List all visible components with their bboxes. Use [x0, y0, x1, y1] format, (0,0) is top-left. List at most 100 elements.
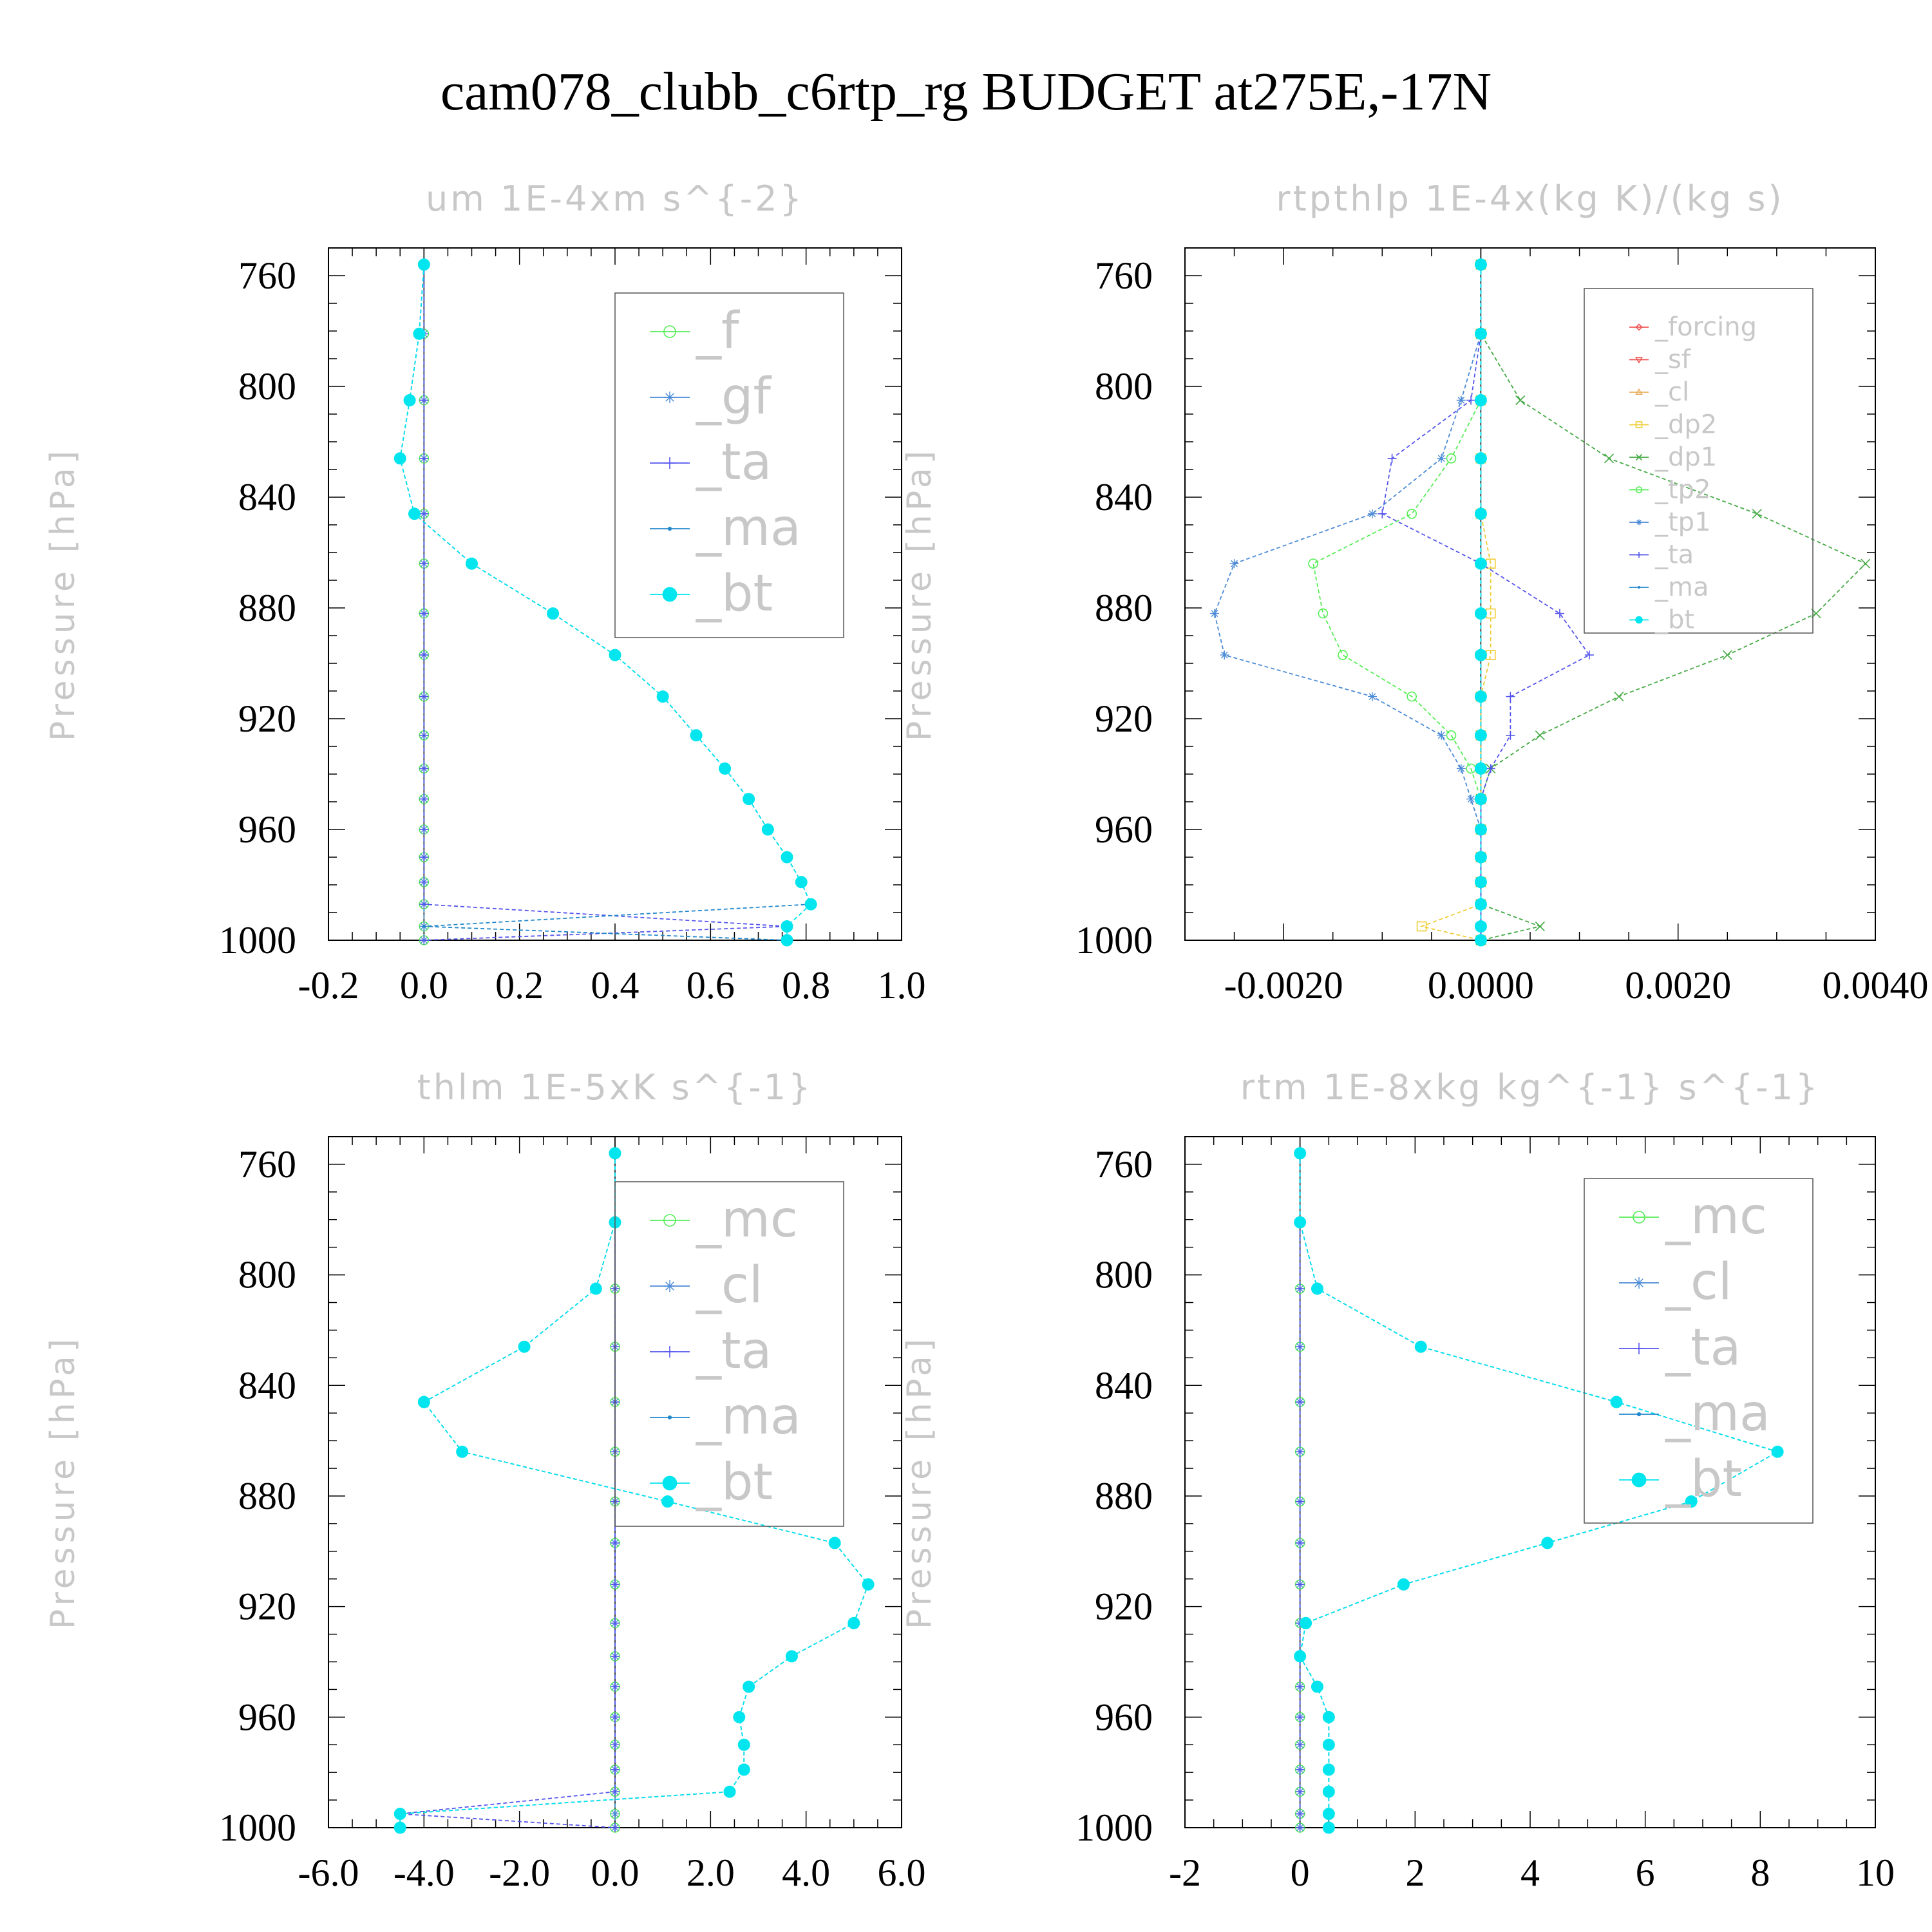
data-point	[1295, 1580, 1305, 1589]
data-point	[737, 1738, 750, 1751]
x-tick-label: -2	[1169, 1852, 1201, 1894]
data-point	[1474, 452, 1487, 465]
legend-marker	[1635, 388, 1643, 395]
y-tick-label: 960	[1095, 808, 1153, 851]
y-axis-label: Pressure [hPa]	[900, 1335, 939, 1629]
data-point	[1414, 1340, 1427, 1353]
legend-marker	[1633, 1277, 1645, 1289]
data-point	[611, 1809, 620, 1819]
legend: _mc _cl _ta _ma _bt	[1584, 1178, 1814, 1524]
x-tick-label: 4	[1520, 1852, 1540, 1894]
data-point	[1295, 1397, 1305, 1407]
y-tick-label: 1000	[1075, 919, 1153, 961]
legend-marker	[1635, 486, 1643, 493]
data-point	[413, 327, 426, 340]
legend-label: _ta	[1665, 1319, 1741, 1377]
data-point	[1685, 1495, 1698, 1508]
data-point	[1584, 650, 1594, 660]
panel-title: um 1E-4xm s^{-2}	[426, 178, 804, 219]
y-tick-label: 760	[1095, 254, 1153, 297]
y-axis-label: Pressure [hPa]	[44, 1335, 82, 1629]
legend-marker	[1636, 519, 1642, 526]
data-point	[1437, 730, 1446, 740]
chart-panel-3: thlm 1E-5xK s^{-1} Pressure [hPa] 760 800 84…	[44, 1067, 926, 1894]
series-line	[1381, 264, 1591, 940]
data-point	[1308, 558, 1318, 569]
legend-marker	[1636, 1412, 1642, 1417]
data-point	[419, 877, 429, 887]
data-point	[419, 825, 429, 834]
x-tick-label: 0.4	[591, 964, 639, 1007]
data-point	[1541, 1537, 1554, 1549]
x-tick-label: 0.6	[687, 964, 735, 1007]
series-tp2	[1308, 259, 1486, 945]
data-point	[1295, 1447, 1305, 1457]
data-point	[1474, 934, 1487, 947]
data-point	[518, 1340, 531, 1353]
data-point	[1295, 1787, 1305, 1797]
x-tick-label: 8	[1750, 1852, 1770, 1894]
legend-box	[614, 292, 844, 638]
data-point	[1446, 453, 1457, 464]
data-point	[419, 395, 429, 405]
y-tick-label: 920	[1095, 697, 1153, 740]
y-tick-label: 920	[238, 697, 296, 740]
x-tick-label: -0.0020	[1224, 964, 1343, 1007]
data-point	[419, 609, 429, 618]
x-tick-label: -2.0	[489, 1852, 550, 1894]
data-point	[1338, 650, 1348, 660]
legend: _mc _cl _ta _ma _bt	[614, 1181, 844, 1527]
data-point	[690, 729, 703, 742]
x-tick-label: 2.0	[687, 1852, 735, 1894]
legend-marker	[667, 1415, 672, 1420]
data-point	[1861, 558, 1871, 569]
legend-label: _ma	[696, 1388, 801, 1446]
data-point	[611, 1712, 620, 1722]
data-point	[1406, 691, 1417, 702]
data-point	[1474, 876, 1487, 889]
x-tick-label: -6.0	[298, 1852, 359, 1894]
data-point	[1752, 509, 1762, 519]
y-tick-label: 960	[238, 1696, 296, 1738]
series-bt	[393, 1147, 875, 1834]
data-point	[1474, 762, 1487, 775]
data-point	[1295, 1342, 1305, 1352]
legend-label: _tp1	[1654, 507, 1711, 537]
data-point	[733, 1710, 746, 1723]
legend-label: _ma	[1654, 573, 1709, 602]
x-tick-label: 0	[1291, 1852, 1310, 1894]
data-point	[611, 1682, 620, 1692]
data-point	[1456, 764, 1466, 773]
data-point	[862, 1578, 875, 1591]
legend-label: _forcing	[1654, 312, 1757, 342]
data-point	[611, 1823, 620, 1832]
data-point	[1322, 1710, 1335, 1723]
legend-label: _ma	[1665, 1385, 1770, 1443]
data-point	[1474, 557, 1487, 570]
data-point	[1474, 607, 1487, 620]
plot-frame	[1184, 247, 1876, 941]
data-point	[1294, 1216, 1307, 1229]
y-tick-label: 1000	[219, 919, 296, 961]
legend-marker	[1638, 586, 1640, 589]
data-point	[419, 509, 429, 518]
y-tick-label: 880	[1095, 1475, 1153, 1517]
legend-marker	[1633, 1343, 1645, 1354]
data-point	[611, 1580, 620, 1589]
data-point	[1397, 1578, 1410, 1591]
data-point	[1474, 258, 1487, 271]
series-ta	[1295, 1148, 1305, 1832]
legend-marker	[1635, 616, 1643, 624]
data-point	[419, 692, 429, 701]
y-tick-label: 1000	[1075, 1806, 1153, 1849]
y-tick-label: 840	[238, 1364, 296, 1406]
data-point	[1220, 650, 1229, 660]
data-point	[609, 649, 621, 661]
y-tick-label: 800	[238, 1254, 296, 1296]
figure-title: cam078_clubb_c6rtp_rg BUDGET at275E,-17N	[440, 62, 1492, 122]
panel-title: rtpthlp 1E-4x(kg K)/(kg s)	[1276, 178, 1784, 219]
series-line	[1214, 264, 1482, 940]
data-point	[1209, 609, 1219, 618]
legend-label: _bt	[1665, 1450, 1742, 1508]
data-point	[1771, 1445, 1784, 1458]
